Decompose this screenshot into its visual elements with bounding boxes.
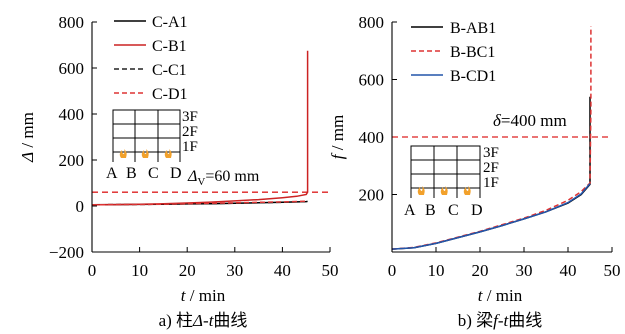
x-tick-label: 0	[388, 261, 397, 280]
x-label-symbol: t	[478, 286, 484, 305]
panel-a-legend: C-A1 C-B1 C-C1 C-D1	[114, 14, 188, 103]
caption-dash: -	[203, 311, 209, 330]
inset-column-label-d: D	[471, 202, 483, 219]
y-tick-label: 600	[359, 71, 385, 90]
caption-symbol: Δ	[192, 311, 203, 330]
inset-floor-label-3f: 3F	[483, 145, 499, 161]
panel-b-ticks: 0 10 20 30 40 50 200 400 600 800	[359, 13, 621, 280]
panel-b-y-label: f / mm	[328, 115, 347, 159]
ref-label-subscript: V	[197, 176, 205, 188]
series-line-b-cd1	[391, 183, 591, 250]
legend-label-c-c1: C-C1	[152, 62, 187, 79]
caption-t: t	[209, 311, 215, 330]
caption-prefix: a) 柱	[159, 311, 193, 330]
legend-label-b-ab1: B-AB1	[450, 20, 496, 37]
panel-a-x-label: t / min	[181, 286, 226, 305]
inset-floor-label-3f: 3F	[182, 109, 198, 125]
x-tick-label: 30	[516, 261, 533, 280]
y-label-symbol: Δ	[18, 152, 37, 163]
x-tick-label: 30	[226, 261, 243, 280]
x-tick-label: 10	[131, 261, 148, 280]
x-label-unit: / min	[186, 286, 226, 305]
y-label-unit: / mm	[328, 115, 347, 155]
x-tick-label: 0	[88, 261, 97, 280]
inset-floor-label-2f: 2F	[182, 124, 198, 140]
panel-a-y-label: Δ / mm	[18, 112, 37, 163]
fire-icon	[141, 149, 149, 158]
fire-icon	[164, 149, 172, 158]
legend-label-c-a1: C-A1	[152, 14, 188, 31]
y-label-unit: / mm	[18, 112, 37, 152]
caption-symbol: f	[493, 311, 500, 330]
ref-label-value: =60 mm	[205, 168, 259, 185]
inset-column-label-a: A	[404, 202, 416, 219]
y-tick-label: 800	[59, 13, 85, 32]
y-tick-label: 400	[359, 128, 385, 147]
series-line-c-b1	[91, 50, 309, 206]
ref-label-symbol: δ	[493, 111, 502, 130]
fire-icon	[417, 186, 425, 195]
panel-a-reference-label: ΔV=60 mm	[187, 168, 260, 188]
panel-b-series	[391, 26, 612, 250]
legend-label-c-d1: C-D1	[152, 86, 188, 103]
x-tick-label: 20	[472, 261, 489, 280]
x-tick-label: 50	[604, 261, 621, 280]
x-tick-label: 20	[179, 261, 196, 280]
panel-a-inset-frame: 3F 2F 1F A B C D	[106, 109, 198, 182]
x-tick-label: 50	[322, 261, 339, 280]
panel-b-x-label: t / min	[478, 286, 523, 305]
y-label-symbol: f	[328, 152, 347, 159]
fire-icon	[463, 186, 471, 195]
y-tick-label: −200	[49, 243, 84, 262]
caption-dash: -	[498, 311, 504, 330]
inset-floor-label-1f: 1F	[182, 139, 198, 155]
panel-a-caption: a) 柱Δ-t曲线	[159, 311, 248, 330]
y-tick-label: 600	[59, 59, 85, 78]
x-tick-label: 40	[274, 261, 291, 280]
inset-column-label-c: C	[448, 202, 459, 219]
inset-floor-label-1f: 1F	[483, 175, 499, 191]
ref-label-value: =400 mm	[501, 111, 567, 130]
inset-frame-outline	[112, 109, 181, 153]
panel-a-series	[91, 50, 330, 206]
panel-b-caption: b) 梁f-t曲线	[458, 311, 543, 330]
panel-b-reference-label: δ=400 mm	[493, 111, 567, 130]
inset-frame-outline	[410, 145, 481, 189]
x-tick-label: 10	[428, 261, 445, 280]
inset-column-label-c: C	[148, 165, 159, 182]
x-label-symbol: t	[181, 286, 187, 305]
ref-label-symbol: Δ	[187, 168, 197, 185]
panel-b-inset-frame: 3F 2F 1F A B C D	[404, 145, 499, 219]
fire-icon	[119, 149, 127, 158]
inset-floor-label-2f: 2F	[483, 160, 499, 176]
panel-b-legend: B-AB1 B-BC1 B-CD1	[411, 20, 496, 85]
y-tick-label: 800	[359, 13, 385, 32]
legend-label-b-bc1: B-BC1	[450, 44, 495, 61]
inset-column-label-d: D	[170, 165, 182, 182]
x-label-unit: / min	[483, 286, 523, 305]
caption-suffix: 曲线	[213, 311, 247, 330]
inset-column-label-a: A	[106, 165, 118, 182]
x-tick-label: 40	[560, 261, 577, 280]
legend-label-c-b1: C-B1	[152, 38, 187, 55]
legend-label-b-cd1: B-CD1	[450, 68, 496, 85]
y-tick-label: 200	[359, 186, 385, 205]
fire-icon	[440, 186, 448, 195]
y-tick-label: 0	[76, 197, 85, 216]
y-tick-label: 400	[59, 105, 85, 124]
caption-t: t	[504, 311, 510, 330]
caption-suffix: 曲线	[508, 311, 542, 330]
inset-column-label-b: B	[126, 165, 137, 182]
inset-column-label-b: B	[425, 202, 436, 219]
y-tick-label: 200	[59, 151, 85, 170]
caption-prefix: b) 梁	[458, 311, 493, 330]
